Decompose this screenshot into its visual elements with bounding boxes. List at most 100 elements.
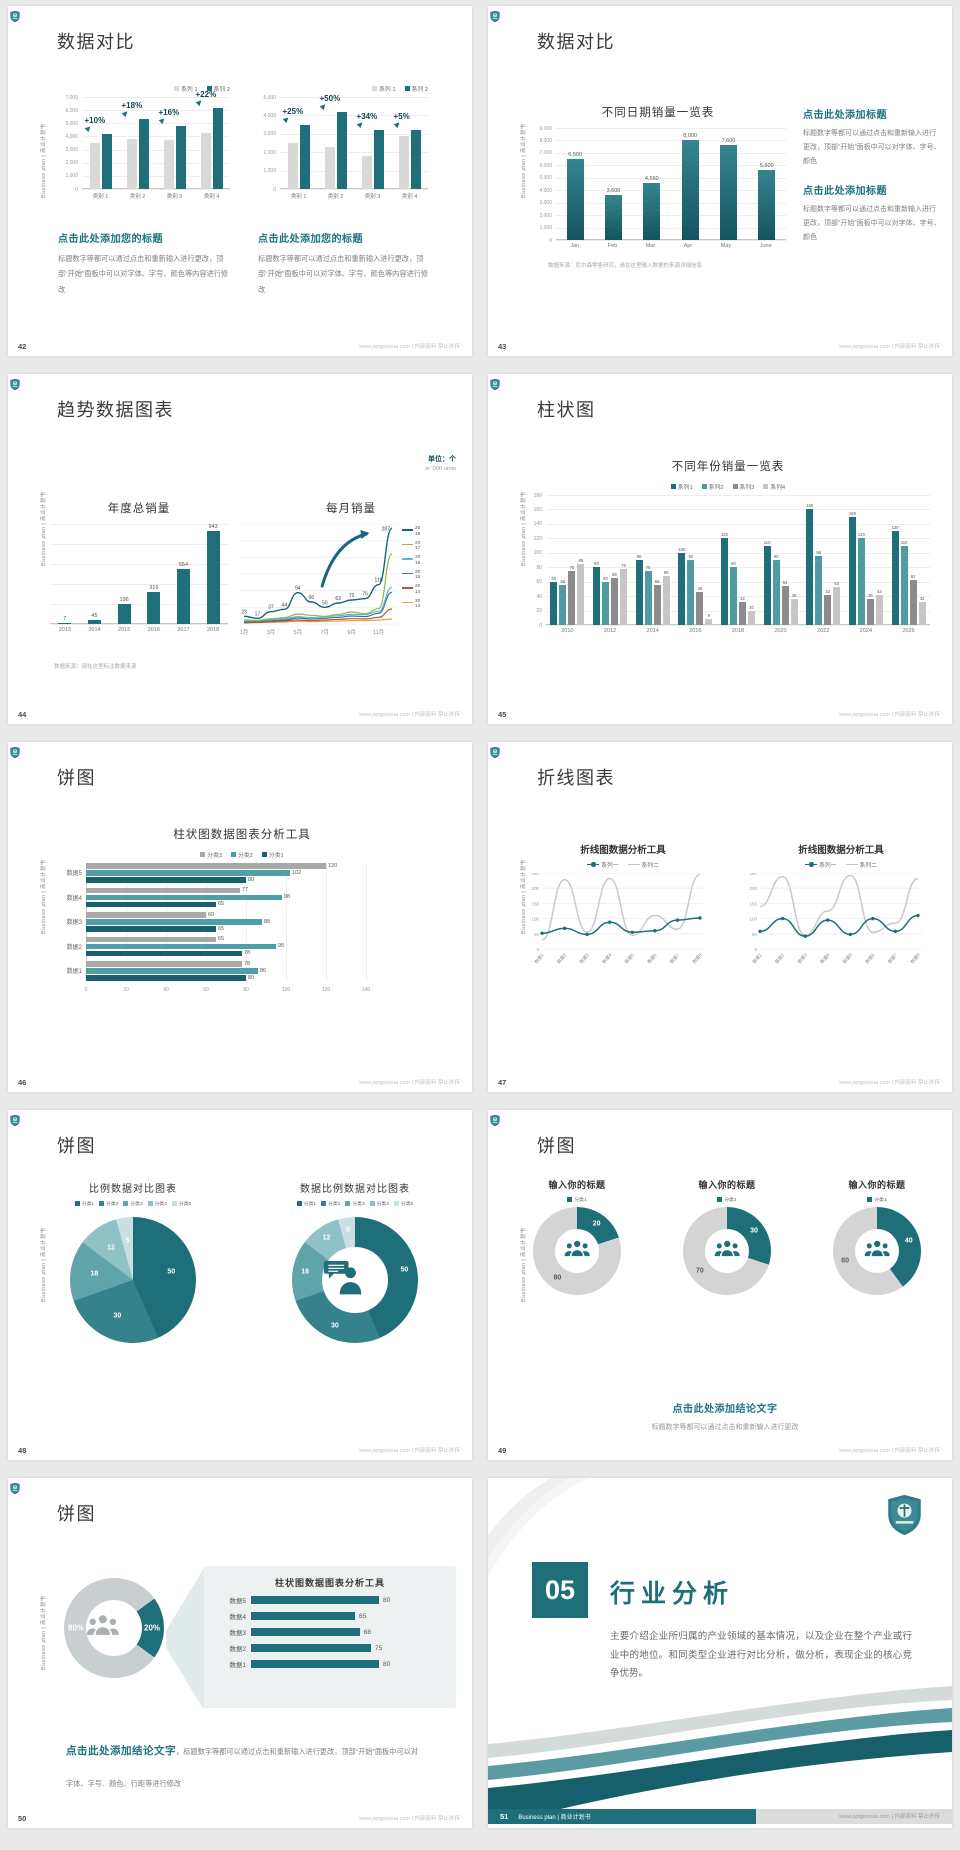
page-number: 49 (498, 1446, 507, 1455)
slide-46[interactable]: Business plan | 商业计划书 饼图 柱状图数据图表分析工具 分类3… (8, 742, 472, 1092)
y-tick-label: 20 (536, 608, 542, 615)
bar-group: +18% ▶ (121, 97, 149, 189)
school-shield-logo-icon (490, 378, 500, 391)
growth-annotation: +10% ▶ (84, 116, 105, 133)
gridline (546, 509, 930, 511)
growth-annotation: +25% ▶ (282, 107, 303, 124)
x-tick-label: 数据5 (623, 951, 636, 965)
slide-42[interactable]: Business plan | 商业计划书 数据对比 系列 1 系列 2 7,000… (8, 6, 472, 356)
gridline (50, 564, 228, 565)
bar (653, 584, 661, 625)
bar-value-label: 120 (720, 532, 728, 538)
plot-area: 数据5 120 102 80 数据4 77 98 65 数据3 60 88 65 数据2 65 95 78 数据… (56, 863, 428, 981)
y-tick-label: 5,000 (65, 120, 78, 127)
chart-legend: 分类1 (814, 1196, 940, 1203)
bar (891, 531, 899, 625)
legend-marker (372, 86, 378, 91)
bar-value-label: 196 (119, 597, 129, 604)
school-shield-logo-icon (10, 746, 20, 759)
legend-line-marker (402, 558, 413, 560)
bar (604, 195, 622, 240)
x-tick-label: 类别 4 (203, 194, 220, 200)
slide-47[interactable]: Business plan | 商业计划书 折线图表 折线图数据分析工具 系列一系… (488, 742, 952, 1092)
growth-annotation: +22% ▶ (195, 90, 216, 107)
slide-48[interactable]: Business plan | 商业计划书 饼图 比例数据对比图表 分类1 分类2… (8, 1110, 472, 1460)
y-tick-label: 1,000 (263, 168, 276, 175)
gridline (546, 538, 930, 540)
bar-list-panel: 柱状图数据图表分析工具 数据5 80 数据4 65 数据3 68 数据2 75 数据1 80 (204, 1566, 456, 1708)
donut-chart: 分类1 30 70 (664, 1196, 790, 1295)
x-tick-label: 60 (203, 986, 209, 993)
y-tick-label: 100 (533, 550, 542, 557)
legend-item: 分类1 (567, 1196, 587, 1203)
bar-group: 3,600 (604, 128, 622, 240)
x-tick-label: 数据6 (864, 951, 877, 965)
x-tick-label: 2024 (859, 628, 873, 634)
bar (815, 555, 823, 625)
donut-column: 输入你的标题 分类1 30 70 (664, 1178, 790, 1295)
x-tick-label: 2018 (731, 628, 745, 634)
y-tick-label: 150 (749, 901, 757, 906)
donut-hole (705, 1229, 749, 1273)
bar (86, 901, 216, 907)
bar-value-label: 20 (749, 604, 754, 610)
bar (729, 567, 737, 625)
x-tick-label: 数据4 (600, 951, 613, 965)
bar-group: 45 (87, 524, 101, 624)
bar-value-label: 78 (244, 960, 251, 967)
footer-gray-strip (756, 1809, 952, 1824)
slice-label: 70 (696, 1267, 704, 1275)
slide-49[interactable]: Business plan | 商业计划书 饼图 输入你的标题 分类1 20 80 … (488, 1110, 952, 1460)
legend-item: 20 14 (402, 584, 420, 595)
data-point-marker (608, 920, 612, 924)
bar-value-label: 60 (603, 575, 608, 581)
legend-marker (147, 1201, 153, 1206)
point-value-label: 44 (282, 602, 288, 608)
x-tick-label: 5月 (294, 629, 303, 636)
slide-50[interactable]: Business plan | 商业计划书 饼图 20% 80% 柱状图数据图表分… (8, 1478, 472, 1828)
data-source-note: 数据来源：请在这里标注数据来源 (54, 664, 137, 670)
slide-44[interactable]: Business plan | 商业计划书 趋势数据图表 单位：个 in '00… (8, 374, 472, 724)
category-label: 数据3 (66, 920, 82, 927)
bar-group: 8,000 (681, 128, 699, 240)
legend-marker (567, 1197, 573, 1202)
slide-43[interactable]: Business plan | 商业计划书 数据对比 不同日期销量一览表 9,0… (488, 6, 952, 356)
x-tick-label: 2013 (58, 627, 71, 633)
bar-value-label: 86 (260, 967, 267, 974)
legend-item: 系列二 (627, 860, 659, 869)
legend-marker (345, 1201, 351, 1206)
legend-item: 系列3 (732, 482, 754, 491)
x-tick-label: 3月 (267, 629, 276, 636)
gridline (556, 190, 786, 192)
school-shield-logo-icon (887, 1494, 922, 1536)
bar-value-label: 65 (612, 572, 617, 578)
text-block: 点击此处添加您的标题 标题数字等都可以通过点击和重新输入进行更改，顶部“开始”面… (58, 230, 230, 297)
bar (644, 570, 652, 625)
donut-chart: 分类1 40 60 (814, 1196, 940, 1295)
plot-area: 6,500 3,600 4,560 8,000 7,600 5,600 (556, 128, 786, 241)
bar (687, 560, 695, 625)
x-tick-label: 2010 (561, 628, 574, 634)
x-tick-label: 数据3 (796, 951, 809, 965)
legend-marker (393, 1201, 399, 1206)
slice-label: 50 (400, 1266, 409, 1274)
bar (86, 877, 246, 883)
bar (86, 919, 262, 925)
slide-45[interactable]: Business plan | 商业计划书 柱状图 不同年份销量一览表 系列1 系… (488, 374, 952, 724)
slice-label: 30 (331, 1322, 339, 1330)
y-tick-label: 140 (533, 521, 542, 528)
text-block: 点击此处添加标题 标题数字等都可以通过点击和重新输入进行更改，顶部“开始”面板中… (803, 182, 941, 245)
bar (212, 107, 223, 189)
bar (833, 586, 841, 625)
gridline (50, 524, 228, 525)
bar-value-label: 95 (278, 943, 285, 950)
legend-marker (231, 852, 237, 857)
y-tick-label: 2,000 (65, 160, 78, 167)
chart-legend: 分类1 (664, 1196, 790, 1203)
bar (86, 870, 290, 876)
slide-51[interactable]: 05 行业分析 主要介绍企业所归属的产业领域的基本情况，以及企业在整个产业或行业… (488, 1478, 952, 1828)
block-body: 标题数字等都可以通过点击和重新输入进行更改，顶部“开始”面板中可以对字体、字号、… (58, 254, 229, 294)
arrow-up-right-icon: ▶ (318, 101, 328, 111)
legend-label: 系列1 (677, 485, 693, 491)
bar-row: 数据4 77 98 65 (56, 887, 428, 907)
